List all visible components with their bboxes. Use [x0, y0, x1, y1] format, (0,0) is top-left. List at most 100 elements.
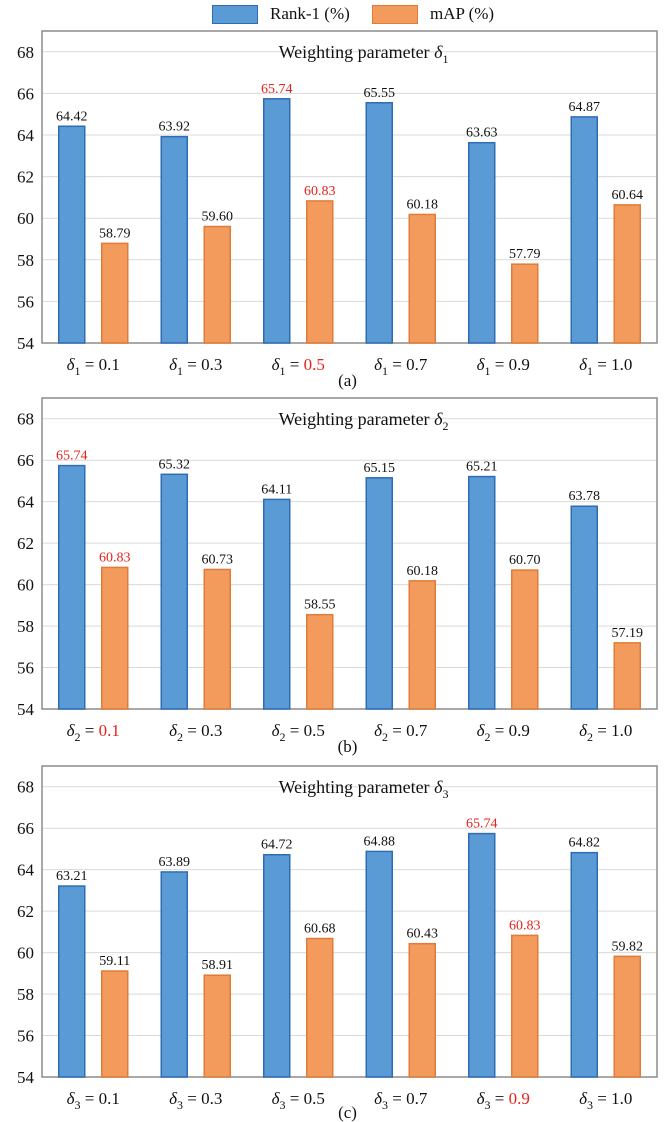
data-label-rank1: 64.42: [56, 109, 88, 124]
y-tick-label: 68: [17, 410, 34, 429]
bar-map: [306, 937, 334, 1078]
y-tick-label: 56: [17, 292, 34, 311]
y-tick-label: 68: [17, 43, 34, 62]
data-label-rank1: 65.21: [466, 460, 498, 475]
panel-title: Weighting parameter δ3: [279, 777, 449, 801]
data-label-rank1: 63.63: [466, 126, 498, 141]
y-tick-label: 56: [17, 1027, 34, 1046]
y-tick-label: 64: [17, 126, 35, 145]
bar-map: [101, 970, 129, 1078]
bar-map: [511, 569, 539, 710]
data-label-map: 60.83: [509, 918, 541, 933]
data-label-map: 60.18: [407, 197, 439, 212]
bar-map: [203, 225, 231, 344]
category-label: δ1 = 0.7: [374, 355, 428, 378]
bar-map: [408, 942, 436, 1078]
y-tick-label: 66: [17, 451, 34, 470]
data-label-map: 58.91: [202, 958, 234, 973]
y-tick-label: 54: [17, 1068, 35, 1087]
bar-map: [408, 213, 436, 344]
bar-rank1: [160, 473, 188, 710]
data-label-rank1: 64.72: [261, 838, 293, 853]
category-label: δ3 = 1.0: [579, 1089, 632, 1112]
bar-map: [203, 568, 231, 710]
data-label-map: 57.19: [612, 626, 644, 641]
data-label-rank1: 64.82: [569, 836, 601, 851]
data-label-rank1: 64.88: [364, 834, 396, 849]
plot-frame: [41, 397, 658, 710]
data-label-rank1: 65.32: [159, 457, 191, 472]
data-label-rank1: 65.15: [364, 461, 396, 476]
bar-rank1: [58, 885, 86, 1078]
data-label-map: 60.18: [407, 564, 439, 579]
category-label: δ3 = 0.3: [169, 1089, 222, 1112]
legend-swatch-rank1: [212, 4, 258, 24]
y-tick-label: 60: [17, 944, 34, 963]
chart-panel-b: 54 56 58 60 62 64 66 68 Weighting parameter δ2 65…: [17, 397, 658, 756]
bar-map: [613, 642, 641, 710]
bar-rank1: [160, 135, 188, 344]
legend: Rank-1 (%) mAP (%): [0, 0, 667, 28]
data-label-map: 58.55: [304, 598, 336, 613]
bar-rank1: [58, 125, 86, 344]
category-label: δ1 = 1.0: [579, 355, 632, 378]
category-label: δ3 = 0.1: [67, 1089, 120, 1112]
bar-rank1: [160, 871, 188, 1078]
bar-map: [306, 613, 334, 710]
y-tick-label: 64: [17, 493, 35, 512]
bar-map: [511, 263, 539, 344]
data-label-rank1: 65.74: [466, 817, 498, 832]
legend-swatch-map: [372, 4, 418, 24]
data-label-map: 60.64: [612, 188, 644, 203]
data-label-map: 60.68: [304, 922, 336, 937]
data-label-rank1: 63.21: [56, 869, 88, 884]
data-label-map: 60.83: [99, 550, 131, 565]
data-label-rank1: 64.87: [569, 100, 601, 115]
data-label-rank1: 63.78: [569, 489, 601, 504]
bar-rank1: [468, 475, 496, 710]
category-label: δ2 = 0.5: [272, 721, 325, 744]
bar-rank1: [365, 102, 393, 344]
y-tick-label: 68: [17, 778, 34, 797]
bar-rank1: [468, 141, 496, 344]
data-label-map: 60.83: [304, 184, 336, 199]
y-tick-label: 60: [17, 576, 34, 595]
category-label: δ2 = 1.0: [579, 721, 632, 744]
bar-map: [306, 200, 334, 344]
bar-rank1: [263, 98, 291, 344]
data-label-map: 60.43: [407, 927, 439, 942]
data-label-map: 58.79: [99, 226, 131, 241]
plot-frame: [41, 30, 658, 344]
y-tick-label: 60: [17, 209, 34, 228]
legend-label-map: mAP (%): [430, 4, 495, 23]
category-label: δ2 = 0.7: [374, 721, 428, 744]
category-label: δ3 = 0.5: [272, 1089, 325, 1112]
bar-map: [203, 974, 231, 1078]
category-label: δ2 = 0.1: [67, 721, 120, 744]
data-label-rank1: 64.11: [261, 482, 292, 497]
y-tick-label: 58: [17, 985, 34, 1004]
y-tick-label: 54: [17, 334, 35, 353]
panel-caption: (a): [338, 371, 357, 390]
bar-map: [613, 204, 641, 344]
y-tick-label: 66: [17, 819, 34, 838]
y-tick-label: 62: [17, 168, 34, 187]
data-label-map: 60.73: [202, 552, 234, 567]
bar-map: [101, 242, 129, 344]
bar-map: [511, 934, 539, 1078]
data-label-map: 59.11: [99, 954, 130, 969]
y-tick-label: 58: [17, 617, 34, 636]
y-tick-label: 62: [17, 902, 34, 921]
data-label-map: 60.70: [509, 553, 541, 568]
bar-rank1: [263, 853, 291, 1078]
bar-rank1: [58, 464, 86, 710]
category-label: δ3 = 0.7: [374, 1089, 428, 1112]
panel-caption: (b): [338, 737, 358, 756]
legend-item-rank1: Rank-1 (%): [212, 4, 350, 24]
y-tick-label: 62: [17, 534, 34, 553]
category-label: δ1 = 0.1: [67, 355, 120, 378]
y-tick-label: 56: [17, 659, 34, 678]
plot-frame: [41, 765, 658, 1078]
data-label-map: 59.82: [612, 939, 644, 954]
